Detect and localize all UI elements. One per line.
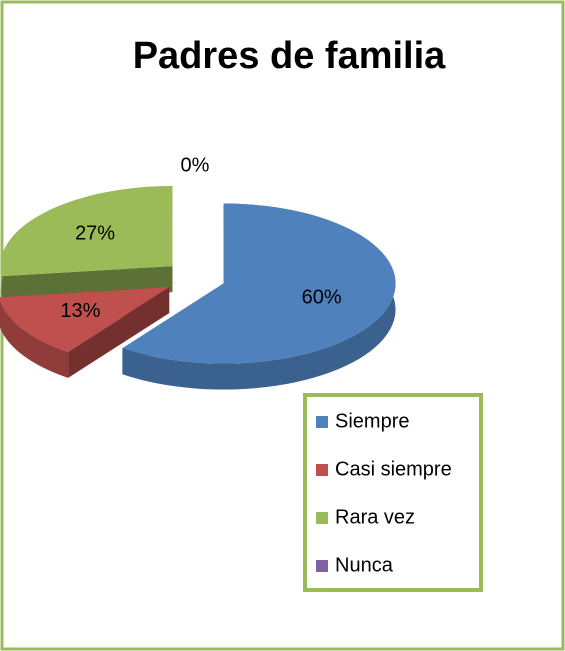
- data-label: 0%: [181, 154, 210, 176]
- slice-wall: [0, 301, 69, 378]
- slice: [122, 203, 396, 364]
- data-label: 13%: [60, 300, 100, 322]
- chart-title: Padres de familia: [133, 35, 446, 77]
- legend-label: Nunca: [335, 554, 394, 576]
- slice: [0, 186, 173, 277]
- slice-wall: [122, 203, 396, 390]
- legend-label: Rara vez: [335, 506, 415, 528]
- slice: [0, 287, 170, 352]
- legend-swatch: [316, 512, 328, 524]
- legend-swatch: [316, 416, 328, 428]
- legend-box: [303, 393, 483, 592]
- legend-label: Siempre: [335, 410, 409, 432]
- data-label: 27%: [75, 223, 115, 245]
- legend-label: Casi siempre: [335, 458, 452, 480]
- legend-swatch: [316, 560, 328, 572]
- data-label: 60%: [302, 287, 342, 309]
- legend-swatch: [316, 464, 328, 476]
